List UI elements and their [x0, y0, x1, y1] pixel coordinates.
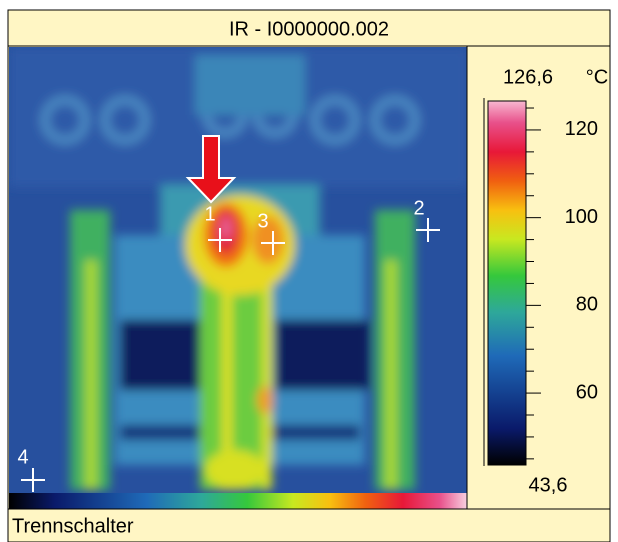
scale-max: 126,6 — [503, 66, 553, 88]
scale-unit: °C — [586, 66, 608, 88]
marker-label: 4 — [17, 446, 28, 468]
tick-label: 120 — [565, 118, 598, 140]
title: IR - I0000000.002 — [229, 18, 389, 40]
tick-label: 80 — [576, 294, 598, 316]
tick-label: 100 — [565, 206, 598, 228]
palette-strip — [9, 493, 467, 509]
marker-label: 1 — [204, 203, 215, 225]
scale-min: 43,6 — [529, 474, 568, 496]
color-scale: 120 100 80 60 — [487, 100, 598, 466]
crosshairs — [21, 218, 440, 492]
color-bar — [487, 100, 527, 466]
thermal-image: 1 2 3 4 — [9, 47, 467, 493]
arrow — [185, 135, 237, 204]
tick-label: 60 — [576, 381, 598, 403]
caption: Trennschalter — [12, 515, 134, 537]
marker-label: 3 — [257, 210, 268, 232]
marker-label: 2 — [413, 197, 424, 219]
